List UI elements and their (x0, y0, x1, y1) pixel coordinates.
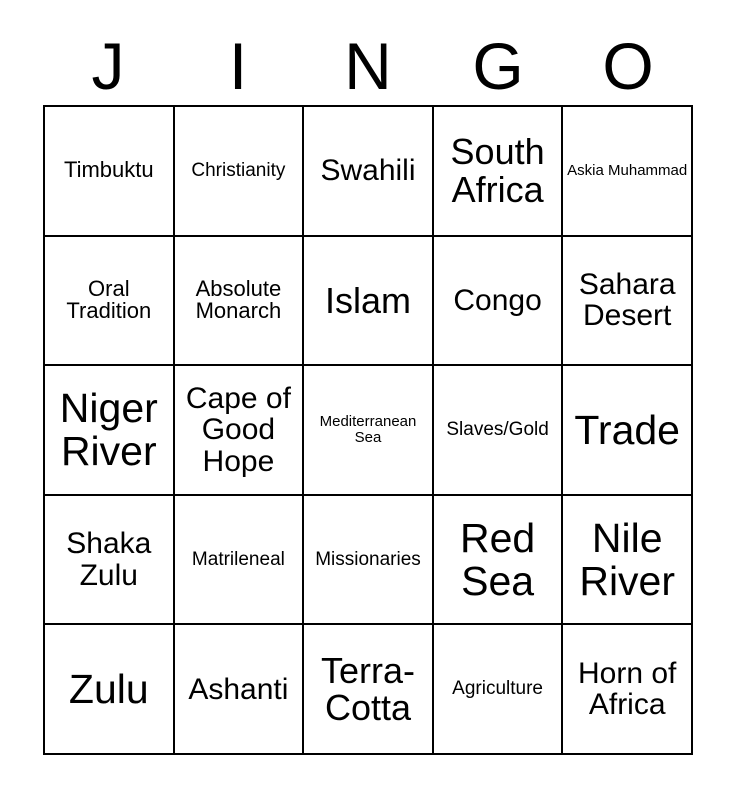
bingo-cell-label: Congo (453, 283, 542, 317)
header-letter-3: G (472, 29, 524, 103)
bingo-cell-label: Niger River (59, 385, 158, 474)
bingo-cell-label: Slaves/Gold (446, 419, 549, 441)
bingo-cell-label: Red Sea (459, 514, 536, 604)
bingo-cell-label: Oral Tradition (66, 275, 152, 324)
bingo-cell-r4c4[interactable]: Red Sea (433, 495, 564, 626)
bingo-cell-r4c1[interactable]: Shaka Zulu (45, 495, 175, 626)
bingo-cell-r4c5[interactable]: Nile River (563, 495, 693, 626)
bingo-cell-label: Shaka Zulu (66, 527, 152, 592)
bingo-cell-label: Cape of Good Hope (185, 382, 291, 478)
bingo-cell-label: Trade (574, 406, 680, 453)
bingo-cell-r2c4[interactable]: Congo (433, 236, 564, 367)
bingo-cell-r3c3[interactable]: Mediterranean Sea (304, 366, 434, 496)
bingo-grid: Timbuktu Christianity Swahili South Afri… (43, 105, 693, 755)
bingo-cell-r2c2[interactable]: Absolute Monarch (174, 236, 305, 367)
bingo-cell-r5c5[interactable]: Horn of Africa (563, 625, 693, 755)
bingo-cell-r5c4[interactable]: Agriculture (433, 625, 564, 755)
bingo-cell-r2c3[interactable]: Islam (304, 236, 434, 367)
bingo-cell-r1c2[interactable]: Christianity (174, 107, 305, 237)
bingo-cell-r2c1[interactable]: Oral Tradition (45, 236, 175, 367)
bingo-cell-r4c3[interactable]: Missionaries (304, 495, 434, 626)
bingo-cell-label: Swahili (320, 154, 416, 188)
bingo-cell-label: Sahara Desert (578, 268, 676, 333)
bingo-cell-label: South Africa (450, 131, 545, 210)
header-letter-0: J (91, 29, 125, 103)
bingo-cell-label: Horn of Africa (578, 657, 677, 722)
bingo-cell-r5c1[interactable]: Zulu (45, 625, 175, 755)
bingo-cell-r5c3[interactable]: Terra-Cotta (304, 625, 434, 755)
bingo-cell-r1c5[interactable]: Askia Muhammad (563, 107, 693, 237)
bingo-cell-r3c5[interactable]: Trade (563, 366, 693, 496)
bingo-cell-label: Islam (324, 279, 411, 321)
bingo-cell-label: Mediterranean Sea (319, 413, 417, 446)
bingo-cell-label: Absolute Monarch (195, 275, 282, 324)
bingo-cell-r1c3[interactable]: Swahili (304, 107, 434, 237)
bingo-cell-label: Askia Muhammad (567, 162, 688, 179)
bingo-cell-r4c2[interactable]: Matrileneal (174, 495, 305, 626)
bingo-cell-label: Zulu (68, 665, 149, 712)
bingo-cell-label: Timbuktu (63, 157, 154, 183)
bingo-cell-r2c5[interactable]: Sahara Desert (563, 236, 693, 367)
bingo-cell-label: Missionaries (315, 548, 421, 570)
header-letter-2: N (344, 29, 392, 103)
bingo-cell-r3c4[interactable]: Slaves/Gold (433, 366, 564, 496)
header-letter-1: I (228, 29, 248, 103)
bingo-cell-r1c1[interactable]: Timbuktu (45, 107, 175, 237)
bingo-cell-label: Matrileneal (191, 548, 285, 570)
bingo-cell-label: Nile River (579, 514, 676, 604)
bingo-cell-label: Terra-Cotta (320, 649, 415, 729)
header-letter-4: O (602, 29, 654, 103)
bingo-cell-label: Christianity (191, 159, 286, 181)
bingo-cell-r3c2[interactable]: Cape of Good Hope (174, 366, 305, 496)
bingo-header: J I N G O (43, 28, 693, 100)
bingo-cell-r1c4[interactable]: South Africa (433, 107, 564, 237)
bingo-cell-label: Ashanti (188, 672, 289, 706)
bingo-cell-label: Agriculture (452, 678, 543, 700)
bingo-cell-r5c2[interactable]: Ashanti (174, 625, 305, 755)
bingo-cell-r3c1[interactable]: Niger River (45, 366, 175, 496)
